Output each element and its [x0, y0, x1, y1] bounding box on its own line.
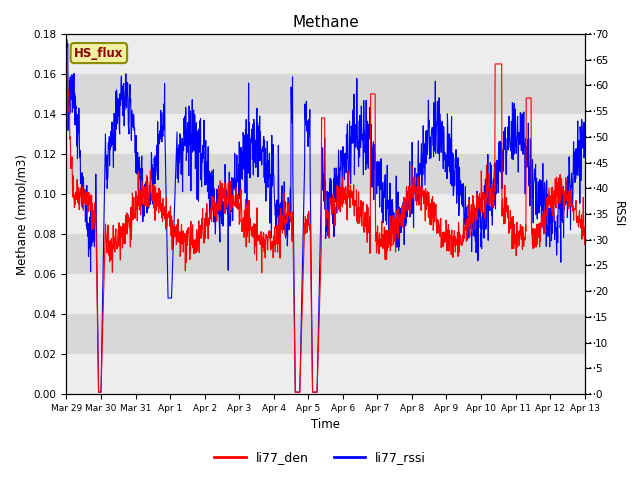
Title: Methane: Methane: [292, 15, 359, 30]
Bar: [67, 274, 585, 314]
Text: HS_flux: HS_flux: [74, 47, 124, 60]
Y-axis label: RSSI: RSSI: [612, 201, 625, 227]
Y-axis label: Methane (mmol/m3): Methane (mmol/m3): [15, 154, 28, 275]
Bar: [67, 114, 585, 154]
X-axis label: Time: Time: [311, 419, 340, 432]
Bar: [67, 354, 585, 394]
Legend: li77_den, li77_rssi: li77_den, li77_rssi: [209, 446, 431, 469]
Bar: [67, 194, 585, 234]
Bar: [67, 34, 585, 74]
